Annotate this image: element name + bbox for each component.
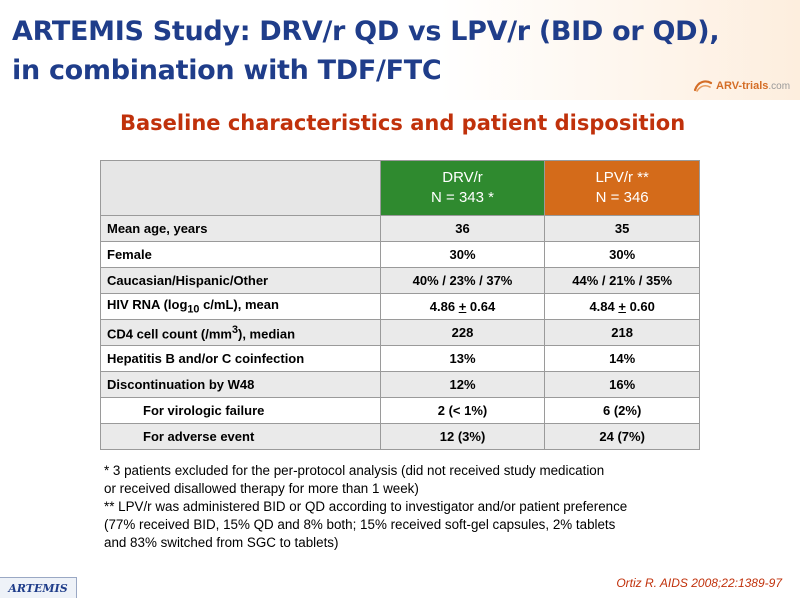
table-row: Female 30% 30% xyxy=(100,241,700,268)
footnote-line: and 83% switched from SGC to tablets) xyxy=(104,535,339,550)
row-label: Hepatitis B and/or C coinfection xyxy=(100,345,381,372)
drv-value: 12% xyxy=(379,371,546,398)
citation-reference: Ortiz R. AIDS 2008;22:1389-97 xyxy=(616,576,782,590)
header-drv-column: DRV/r N = 343 * xyxy=(379,160,546,216)
footnote-line: * 3 patients excluded for the per-protoc… xyxy=(104,463,605,478)
drv-value: 228 xyxy=(379,319,546,346)
lpv-value: 16% xyxy=(544,371,700,398)
lpv-value: 218 xyxy=(544,319,700,346)
table-header-row: DRV/r N = 343 * LPV/r ** N = 346 xyxy=(100,160,700,216)
drv-value: 2 (< 1%) xyxy=(379,397,546,424)
logo-text: ARV-trials.com xyxy=(716,80,791,92)
drv-value: 30% xyxy=(379,241,546,268)
lpv-value: 6 (2%) xyxy=(544,397,700,424)
drv-value: 13% xyxy=(379,345,546,372)
drv-value: 4.86 + 0.64 xyxy=(379,293,546,320)
row-label: Female xyxy=(100,241,381,268)
table-row: For adverse event 12 (3%) 24 (7%) xyxy=(100,423,700,450)
lpv-value: 4.84 + 0.60 xyxy=(544,293,700,320)
lpv-header-n: N = 346 xyxy=(595,189,649,206)
lpv-value: 30% xyxy=(544,241,700,268)
footnote-line: (77% received BID, 15% QD and 8% both; 1… xyxy=(104,517,616,532)
table-row: CD4 cell count (/mm3), median 228 218 xyxy=(100,319,700,346)
drv-value: 12 (3%) xyxy=(379,423,546,450)
table-row: HIV RNA (log10 c/mL), mean 4.86 + 0.64 4… xyxy=(100,293,700,320)
artemis-badge: ARTEMIS xyxy=(0,577,77,598)
row-label: Mean age, years xyxy=(100,215,381,242)
slide-title-line-1: ARTEMIS Study: DRV/r QD vs LPV/r (BID or… xyxy=(12,16,720,47)
footnote-line: ** LPV/r was administered BID or QD acco… xyxy=(104,499,628,514)
header-lpv-column: LPV/r ** N = 346 xyxy=(544,160,700,216)
footnotes: * 3 patients excluded for the per-protoc… xyxy=(104,462,724,552)
lpv-header-name: LPV/r ** xyxy=(595,169,649,186)
row-label: Caucasian/Hispanic/Other xyxy=(100,267,381,294)
row-label: HIV RNA (log10 c/mL), mean xyxy=(100,293,381,320)
row-label: CD4 cell count (/mm3), median xyxy=(100,319,381,346)
drv-value: 36 xyxy=(379,215,546,242)
table-row: Caucasian/Hispanic/Other 40% / 23% / 37%… xyxy=(100,267,700,294)
row-label: For virologic failure xyxy=(100,397,381,424)
drv-value: 40% / 23% / 37% xyxy=(379,267,546,294)
table-row: Mean age, years 36 35 xyxy=(100,215,700,242)
slide-title-line-2: in combination with TDF/FTC xyxy=(12,55,442,86)
drv-header-name: DRV/r xyxy=(442,169,483,186)
table-row: For virologic failure 2 (< 1%) 6 (2%) xyxy=(100,397,700,424)
title-background xyxy=(0,0,800,100)
lpv-value: 35 xyxy=(544,215,700,242)
lpv-value: 24 (7%) xyxy=(544,423,700,450)
row-label: Discontinuation by W48 xyxy=(100,371,381,398)
lpv-value: 44% / 21% / 35% xyxy=(544,267,700,294)
arv-trials-logo: ARV-trials.com xyxy=(693,78,790,94)
drv-header-n: N = 343 * xyxy=(431,189,494,206)
table-row: Hepatitis B and/or C coinfection 13% 14% xyxy=(100,345,700,372)
row-label: For adverse event xyxy=(100,423,381,450)
table-row: Discontinuation by W48 12% 16% xyxy=(100,371,700,398)
baseline-characteristics-table: DRV/r N = 343 * LPV/r ** N = 346 Mean ag… xyxy=(100,160,700,450)
arv-trials-logo-icon xyxy=(693,80,713,92)
section-subtitle: Baseline characteristics and patient dis… xyxy=(120,111,686,135)
header-blank-cell xyxy=(100,160,381,216)
lpv-value: 14% xyxy=(544,345,700,372)
footnote-line: or received disallowed therapy for more … xyxy=(104,481,419,496)
